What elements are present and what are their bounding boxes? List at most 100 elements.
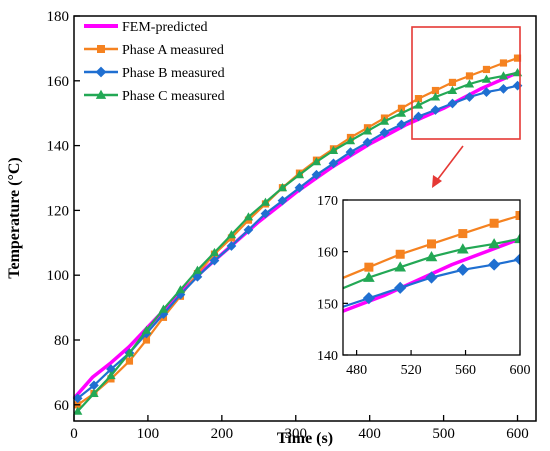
point-phase-b-measured [362, 137, 373, 148]
point-phase-a-measured [465, 72, 474, 80]
legend-label-phase-a-measured: Phase A measured [122, 43, 224, 58]
inset-line-phase-b-measured [343, 258, 520, 308]
y-tick-label: 100 [47, 268, 70, 284]
inset-series-fem-predicted [343, 237, 520, 313]
point-phase-c-measured [430, 92, 441, 101]
inset-point-phase-a-measured [489, 218, 499, 228]
point-phase-a-measured [142, 336, 151, 344]
y-axis-title: Temperature (°C) [6, 157, 23, 278]
series-phase-c-measured [73, 68, 523, 415]
point-phase-b-measured [260, 208, 271, 219]
y-tick-label: 120 [47, 203, 70, 219]
legend-item-fem-predicted: FEM-predicted [84, 20, 208, 35]
point-phase-a-measured [499, 59, 508, 67]
y-tick-label: 80 [54, 333, 69, 349]
legend: FEM-predicted Phase A measured Phase B mea… [84, 20, 225, 104]
inset-point-phase-b-measured [456, 263, 469, 276]
inset-x-tick-label: 520 [401, 363, 422, 378]
point-phase-b-measured [243, 224, 254, 235]
point-phase-b-measured [72, 393, 83, 404]
x-tick-label: 0 [70, 426, 78, 442]
point-phase-a-measured [482, 65, 491, 74]
point-phase-c-measured [89, 388, 99, 397]
zoom-arrow-shaft [437, 145, 464, 180]
point-phase-c-measured [226, 230, 237, 239]
point-phase-b-measured [447, 98, 458, 109]
inset-point-phase-b-measured [488, 258, 501, 271]
inset-point-phase-a-measured [395, 249, 405, 259]
point-phase-c-measured [311, 157, 322, 166]
x-axis-title: Time (s) [277, 430, 333, 447]
inset-series-phase-b-measured [343, 253, 520, 308]
point-phase-a-measured [431, 86, 440, 95]
point-phase-c-measured [481, 74, 492, 83]
point-phase-c-measured [73, 406, 83, 415]
point-phase-c-measured [328, 145, 339, 154]
y-tick-label: 60 [54, 398, 69, 414]
legend-item-phase-c-measured: Phase C measured [84, 89, 225, 104]
inset-line-phase-c-measured [343, 237, 520, 290]
x-tick-label: 100 [137, 426, 160, 442]
x-tick-label: 300 [285, 426, 308, 442]
point-phase-c-measured [260, 197, 271, 206]
inset-series-phase-a-measured [343, 211, 520, 280]
point-phase-b-measured [498, 84, 509, 94]
inset-line-phase-a-measured [343, 214, 520, 280]
point-phase-c-measured [464, 79, 475, 88]
legend-label-phase-b-measured: Phase B measured [122, 66, 225, 81]
inset-y-tick-label: 170 [317, 194, 338, 209]
inset-point-phase-a-measured [515, 211, 520, 220]
point-phase-b-measured [277, 195, 288, 206]
x-tick-label: 400 [358, 426, 381, 442]
inset-point-phase-c-measured [425, 250, 438, 262]
legend-item-phase-a-measured: Phase A measured [84, 43, 224, 58]
point-phase-b-measured [226, 241, 237, 251]
legend-label-fem-predicted: FEM-predicted [122, 20, 208, 35]
point-phase-b-measured [175, 289, 186, 300]
zoom-arrow [432, 145, 464, 188]
point-phase-c-measured [277, 183, 288, 192]
zoom-arrow-head [432, 175, 442, 188]
legend-item-phase-b-measured: Phase B measured [84, 66, 225, 81]
main-axis-ticks: 0 100 200 300 400 500 600 60 80 100 120 140 160 180 [47, 9, 529, 442]
inset-y-tick-label: 150 [317, 297, 338, 312]
point-phase-c-measured [362, 126, 373, 135]
inset-point-phase-a-measured [458, 229, 468, 239]
inset-point-phase-a-measured [427, 239, 436, 249]
series-phase-b-measured [72, 80, 523, 404]
inset-y-tick-label: 160 [317, 246, 338, 261]
point-phase-b-measured [209, 255, 220, 266]
point-phase-b-measured [430, 105, 441, 115]
inset-point-phase-c-measured [488, 238, 500, 249]
inset-y-tick-label: 140 [317, 349, 338, 364]
inset-plot-frame [342, 199, 521, 356]
point-phase-b-measured [311, 169, 322, 180]
point-phase-c-measured [243, 212, 254, 221]
point-phase-b-measured [481, 87, 492, 97]
point-phase-c-measured [345, 136, 356, 145]
point-phase-c-measured [175, 285, 186, 294]
point-phase-c-measured [209, 247, 220, 257]
point-phase-c-measured [141, 325, 152, 334]
inset-point-phase-b-measured [425, 271, 438, 284]
x-tick-label: 200 [211, 426, 234, 442]
point-phase-c-measured [447, 85, 458, 95]
point-phase-a-measured [397, 104, 406, 112]
point-phase-c-measured [294, 170, 305, 179]
inset-x-tick-label: 600 [510, 363, 531, 378]
point-phase-c-measured [498, 71, 509, 80]
inset-point-phase-b-measured [513, 253, 520, 266]
y-tick-label: 180 [47, 9, 70, 25]
point-phase-b-measured [379, 127, 390, 138]
inset-axis-ticks: 480 520 560 600 140 150 160 170 [317, 194, 531, 378]
point-phase-b-measured [413, 111, 424, 122]
inset-series-phase-c-measured [343, 232, 520, 290]
inset-point-phase-c-measured [363, 271, 375, 282]
zoom-highlight-box [411, 26, 521, 140]
point-phase-b-measured [328, 158, 339, 169]
main-plot-area: 0 100 200 300 400 500 600 60 80 100 120 140 160 180 [47, 9, 537, 442]
inset-line-fem-predicted [343, 237, 520, 313]
legend-marker-phase-c-measured [95, 89, 107, 99]
legend-label-phase-c-measured: Phase C measured [122, 89, 225, 104]
point-phase-c-measured [379, 116, 390, 125]
